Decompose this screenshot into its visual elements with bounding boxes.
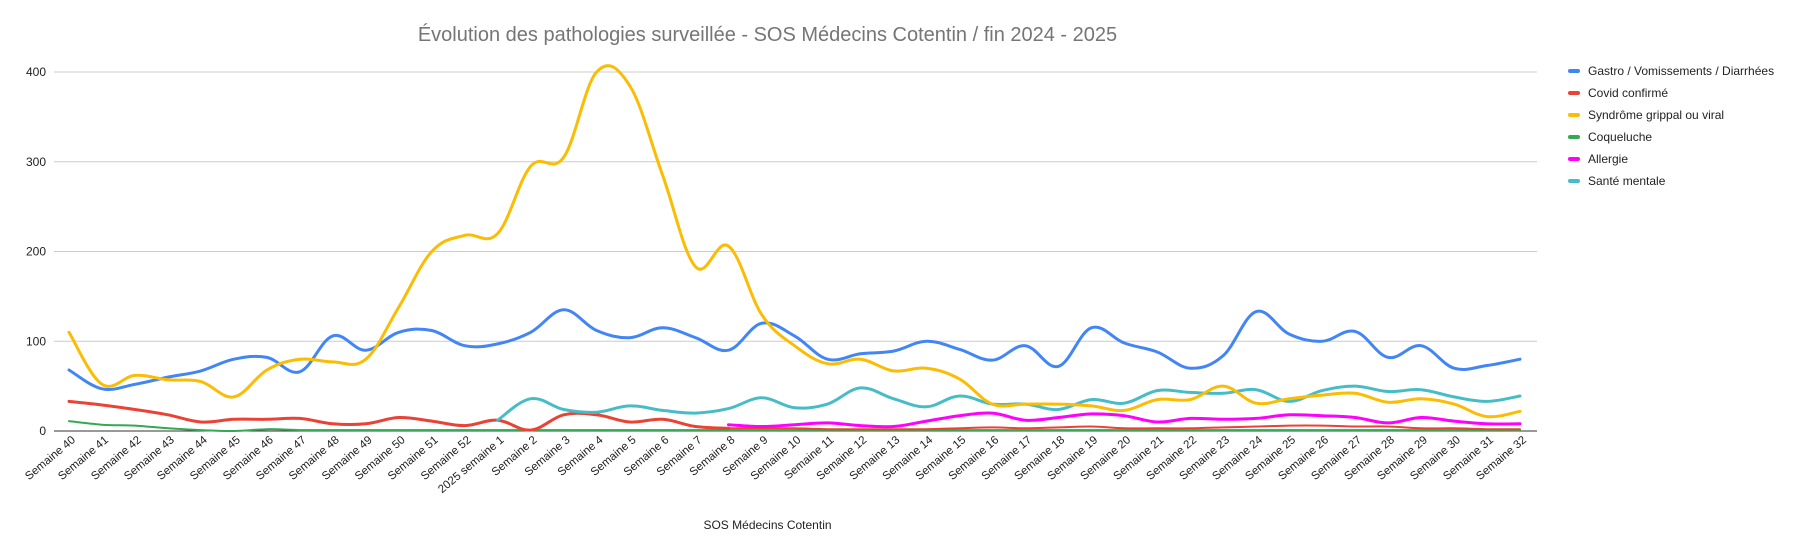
legend-label: Gastro / Vomissements / Diarrhées xyxy=(1588,64,1775,78)
y-tick-label: 0 xyxy=(39,424,46,438)
chart-title: Évolution des pathologies surveillée - S… xyxy=(417,24,1118,46)
legend-label: Covid confirmé xyxy=(1588,86,1669,100)
series-line-6 xyxy=(727,424,1521,431)
legend-swatch xyxy=(1568,113,1580,117)
x-axis-title: SOS Médecins Cotentin xyxy=(703,518,832,532)
y-tick-label: 400 xyxy=(26,65,46,79)
series-line-1 xyxy=(67,399,730,432)
series-line-4 xyxy=(727,411,1522,429)
y-tick-label: 200 xyxy=(26,245,46,259)
y-tick-label: 300 xyxy=(26,155,46,169)
legend-swatch xyxy=(1568,179,1580,183)
legend-swatch xyxy=(1568,135,1580,139)
y-tick-label: 100 xyxy=(26,334,46,348)
legend-label: Syndrôme grippal ou viral xyxy=(1588,108,1725,122)
series-line-5 xyxy=(496,384,1522,422)
legend-label: Santé mentale xyxy=(1588,174,1666,188)
series-line-3 xyxy=(68,420,1521,433)
legend-swatch xyxy=(1568,91,1580,95)
legend-swatch xyxy=(1568,69,1580,73)
legend-swatch xyxy=(1568,157,1580,161)
series-line-2 xyxy=(67,64,1522,419)
legend-label: Allergie xyxy=(1588,152,1629,166)
legend-label: Coqueluche xyxy=(1588,130,1653,144)
series-line-0 xyxy=(67,308,1522,391)
